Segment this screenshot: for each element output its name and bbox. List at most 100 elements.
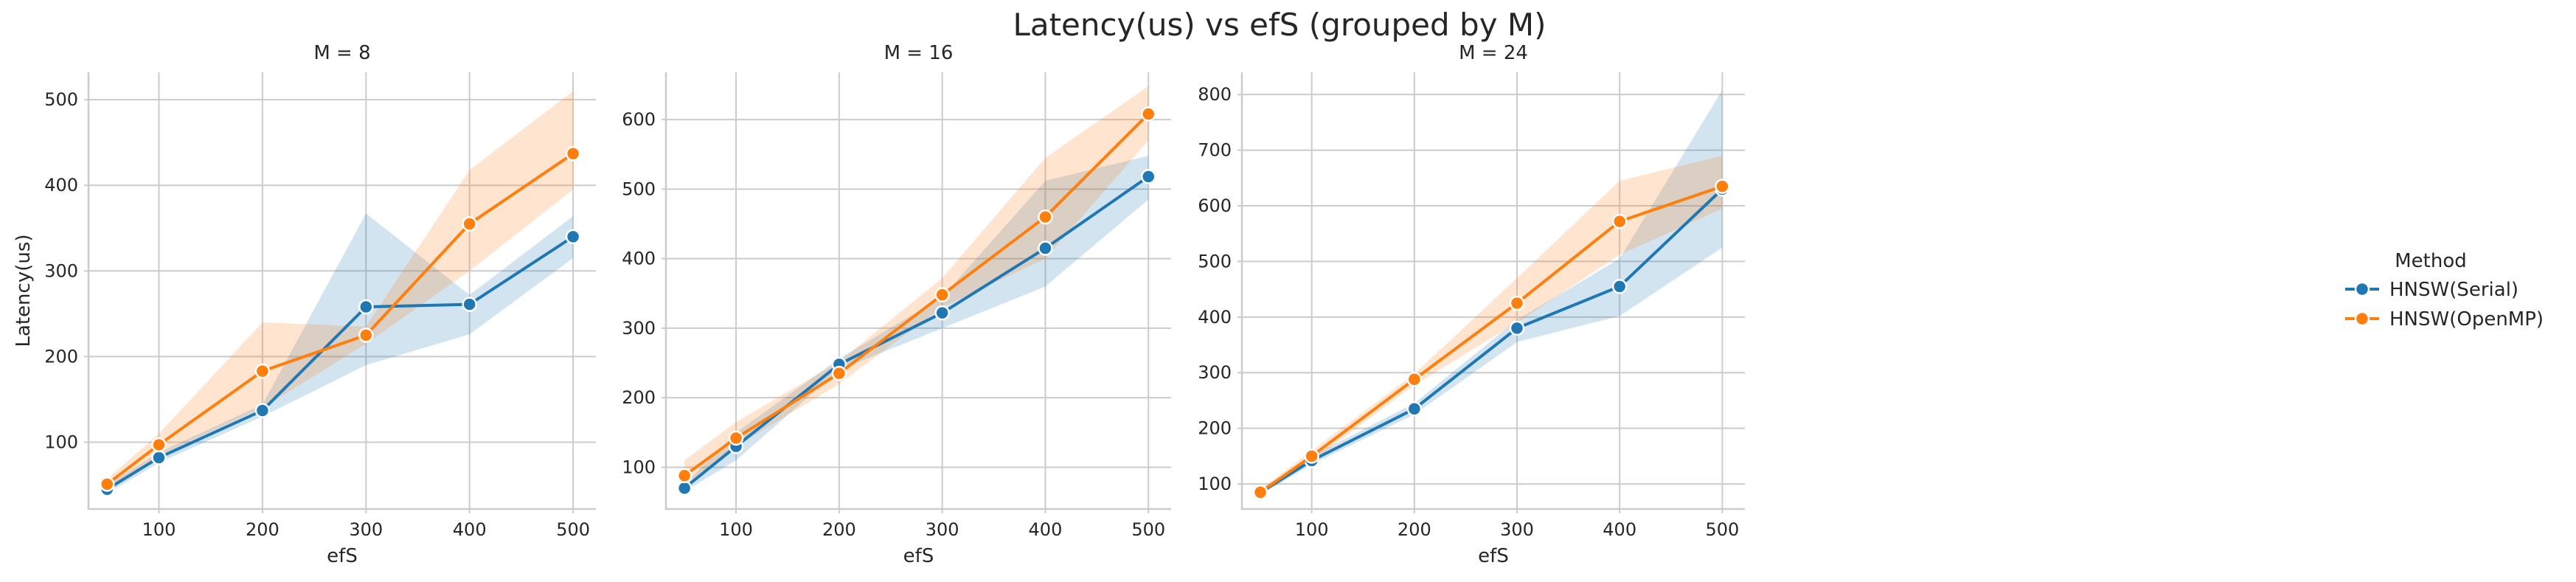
x-tick-label: 200 (822, 519, 856, 540)
confidence-band (107, 213, 574, 494)
panel-title: M = 8 (313, 42, 370, 64)
data-point (358, 328, 374, 343)
y-tick-label: 400 (1198, 307, 1232, 328)
x-tick-label: 100 (1295, 519, 1329, 540)
y-tick-label: 500 (44, 89, 78, 110)
data-point (1038, 240, 1053, 256)
data-point (1406, 401, 1423, 417)
y-tick-label: 500 (1198, 251, 1232, 271)
data-point (565, 146, 581, 162)
y-tick-label: 600 (1198, 195, 1232, 216)
series-line (1259, 184, 1723, 494)
series-line (106, 235, 574, 491)
legend-item: HNSW(Serial) (2345, 279, 2518, 301)
data-point (1509, 295, 1525, 311)
series-line (106, 152, 574, 485)
x-tick-label: 400 (453, 519, 487, 540)
x-tick-label: 100 (719, 519, 753, 540)
legend-label: HNSW(OpenMP) (2389, 308, 2544, 330)
confidence-band (1260, 90, 1723, 496)
legend-item: HNSW(OpenMP) (2345, 308, 2544, 330)
panel-title: M = 16 (884, 42, 954, 64)
data-point (1038, 209, 1053, 225)
x-tick-label: 400 (1029, 519, 1063, 540)
confidence-band (684, 156, 1149, 492)
panel-title: M = 24 (1459, 42, 1528, 64)
confidence-band (684, 86, 1149, 485)
data-point (1611, 213, 1628, 229)
y-tick-label: 100 (44, 432, 78, 452)
legend-title: Method (2395, 250, 2467, 272)
data-point (1611, 279, 1628, 294)
y-tick-label: 400 (44, 175, 78, 195)
y-tick-label: 200 (622, 387, 656, 408)
data-point (1406, 372, 1423, 387)
x-axis-label: efS (1478, 545, 1509, 567)
figure-title: Latency(us) vs efS (grouped by M) (1013, 7, 1546, 43)
y-tick-label: 500 (622, 179, 656, 199)
x-tick-label: 300 (926, 519, 959, 540)
legend-marker (2354, 311, 2370, 327)
y-tick-label: 100 (1198, 474, 1232, 494)
facet-panel-1: 100 200 300 400 500 100 200 300 400 500 M = 8 efS La… (13, 42, 596, 567)
data-point (151, 437, 167, 453)
facet-panel-2: 100 200 300 400 500 600 100 200 300 400 500 M = 16 e… (622, 42, 1171, 567)
data-point (934, 287, 950, 302)
y-tick-label: 200 (1198, 418, 1232, 439)
data-point (565, 229, 581, 245)
x-tick-label: 500 (556, 519, 590, 540)
x-tick-label: 200 (1398, 519, 1431, 540)
y-tick-label: 100 (622, 457, 656, 477)
y-tick-label: 300 (44, 260, 78, 281)
x-tick-label: 300 (1500, 519, 1534, 540)
series-line (683, 113, 1150, 477)
x-tick-label: 500 (1131, 519, 1165, 540)
axis-spines (664, 72, 1171, 510)
x-tick-label: 200 (246, 519, 280, 540)
y-tick-label: 800 (1198, 84, 1232, 105)
data-point (728, 430, 744, 446)
data-point (1252, 485, 1268, 500)
data-point (100, 477, 115, 492)
confidence-band (1260, 156, 1723, 496)
series-line (683, 175, 1150, 490)
data-point (934, 305, 950, 321)
x-tick-label: 400 (1603, 519, 1636, 540)
data-point (254, 363, 271, 379)
data-point (1715, 179, 1730, 194)
data-point (254, 403, 271, 418)
data-point (676, 480, 692, 496)
y-tick-label: 700 (1198, 140, 1232, 161)
x-tick-label: 100 (142, 519, 176, 540)
facet-panel-3: 100 200 300 400 500 600 700 800 100 200 300 400 500 M… (1198, 42, 1745, 567)
data-point (151, 450, 167, 465)
data-point (1140, 106, 1156, 122)
y-tick-label: 600 (622, 109, 656, 130)
data-point (676, 468, 692, 484)
legend: Method HNSW(Serial) HNSW(OpenMP) (2345, 250, 2544, 330)
data-point (1304, 448, 1319, 464)
legend-items: HNSW(Serial) HNSW(OpenMP) (2345, 279, 2544, 330)
y-tick-label: 200 (44, 346, 78, 367)
data-point (831, 365, 847, 381)
data-point (1140, 169, 1156, 184)
x-tick-label: 500 (1705, 519, 1739, 540)
confidence-band (107, 91, 574, 490)
facet-panels: 100 200 300 400 500 100 200 300 400 500 M = 8 efS La… (13, 42, 1745, 567)
y-axis-label: Latency(us) (13, 234, 35, 347)
data-point (462, 297, 477, 312)
legend-label: HNSW(Serial) (2389, 279, 2518, 301)
axis-spines (87, 72, 596, 510)
y-tick-label: 300 (622, 318, 656, 339)
data-point (1509, 320, 1525, 336)
x-axis-label: efS (903, 545, 934, 567)
x-tick-label: 300 (349, 519, 383, 540)
x-axis-label: efS (327, 545, 358, 567)
data-point (358, 299, 374, 315)
legend-marker (2354, 281, 2370, 297)
series-line (1260, 187, 1723, 494)
y-tick-label: 400 (622, 249, 656, 269)
y-tick-label: 300 (1198, 362, 1232, 383)
data-point (462, 216, 477, 232)
